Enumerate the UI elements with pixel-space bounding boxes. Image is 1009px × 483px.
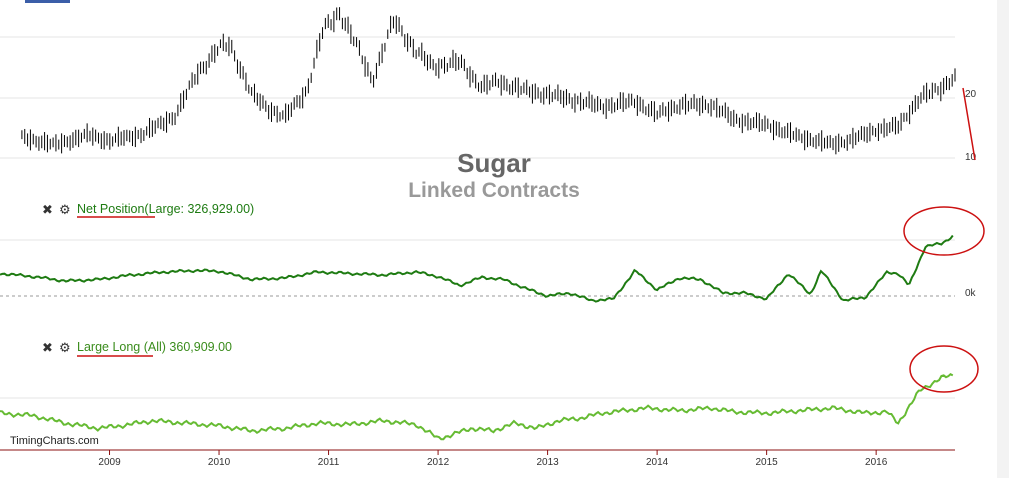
x-tick-label: 2012	[427, 457, 450, 468]
top-tab-fragment	[25, 0, 70, 3]
net-position-value: (Large: 326,929.00)	[144, 202, 254, 216]
large-long-line	[0, 372, 954, 441]
price-tick-label: 20	[965, 89, 977, 100]
x-tick-label: 2011	[318, 457, 340, 468]
price-red-arrow	[962, 87, 976, 161]
chart-subtitle: Linked Contracts	[408, 179, 580, 202]
net-zero-label: 0k	[965, 288, 977, 299]
price-tick-label: 10	[965, 152, 977, 163]
x-tick-label: 2013	[536, 457, 559, 468]
long-panel-label: Large Long (All) 360,909.00	[77, 340, 232, 354]
net-position-line	[0, 234, 954, 303]
x-tick-label: 2009	[98, 457, 121, 468]
price-bars	[21, 7, 956, 155]
x-tick-label: 2015	[756, 457, 779, 468]
long-highlight-circle	[909, 345, 979, 393]
long-close-button[interactable]: ✖	[42, 340, 53, 355]
net-position-link[interactable]: Net Position	[77, 202, 144, 216]
long-panel-controls: ✖ ⚙ Large Long (All) 360,909.00	[42, 340, 232, 357]
net-panel-label: Net Position(Large: 326,929.00)	[77, 202, 254, 216]
right-scrollbar[interactable]	[997, 0, 1009, 478]
x-tick-label: 2014	[646, 457, 669, 468]
net-close-button[interactable]: ✖	[42, 202, 53, 217]
net-highlight-circle	[903, 206, 985, 256]
net-settings-button[interactable]: ⚙	[59, 202, 71, 217]
watermark: TimingCharts.com	[10, 435, 99, 447]
large-long-link[interactable]: Large Long	[77, 340, 140, 354]
x-tick-label: 2016	[865, 457, 888, 468]
net-panel-controls: ✖ ⚙ Net Position(Large: 326,929.00)	[42, 202, 254, 218]
x-tick-label: 2010	[208, 457, 231, 468]
long-settings-button[interactable]: ⚙	[59, 340, 71, 355]
large-long-value: (All) 360,909.00	[140, 340, 232, 354]
chart-title: Sugar	[457, 148, 531, 178]
x-axis-ticks: 2009 2010 2011 2012 2013 2014 2015 2016	[98, 450, 888, 468]
